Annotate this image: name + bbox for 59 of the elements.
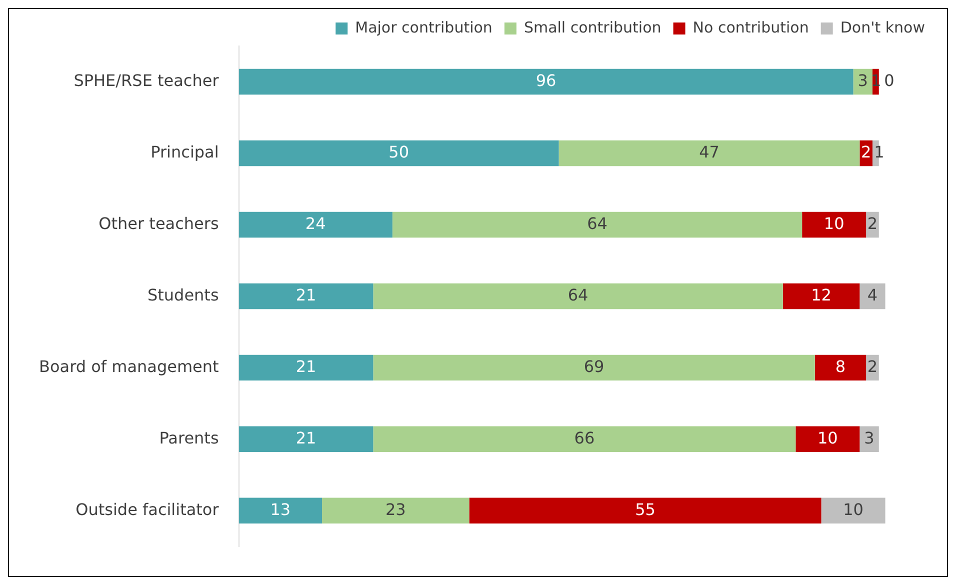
- bar: [322, 498, 470, 524]
- data-label: 13: [270, 500, 291, 519]
- data-label: 4: [867, 285, 878, 304]
- bar: [796, 426, 860, 452]
- data-label: 50: [388, 142, 409, 162]
- bar: [238, 426, 374, 452]
- bar: [392, 212, 802, 238]
- data-label: 0: [884, 70, 894, 90]
- data-label: 55: [635, 500, 656, 519]
- y-tick-label: SPHE/RSE teacher: [74, 70, 220, 90]
- bar: [238, 283, 374, 310]
- bar: [238, 498, 322, 524]
- data-label: 21: [296, 428, 316, 448]
- data-label: 47: [699, 142, 720, 162]
- data-label: 10: [817, 428, 838, 448]
- y-tick-label: Parents: [159, 428, 219, 448]
- y-tick-label: Students: [147, 285, 219, 304]
- bar: [860, 283, 886, 310]
- bar: [802, 212, 866, 238]
- bar: [238, 140, 559, 166]
- data-label: 1: [874, 142, 884, 162]
- bar: [782, 283, 860, 310]
- data-label: 10: [843, 500, 864, 519]
- data-label: 69: [584, 356, 604, 376]
- bar: [373, 426, 796, 452]
- data-label: 3: [858, 70, 868, 90]
- data-label: 3: [864, 428, 874, 448]
- data-label: 2: [867, 356, 878, 376]
- bar: [558, 140, 860, 166]
- data-label: 24: [305, 214, 326, 233]
- data-label: 10: [824, 214, 844, 233]
- y-tick-label: Board of management: [39, 356, 219, 376]
- bar: [469, 498, 822, 524]
- legend-label: Small contribution: [524, 18, 662, 36]
- bar: [238, 354, 374, 381]
- data-label: 2: [867, 214, 878, 233]
- data-label: 64: [587, 214, 608, 233]
- bar: [821, 498, 886, 524]
- data-label: 96: [536, 70, 556, 90]
- bar: [373, 283, 783, 310]
- data-label: 12: [811, 285, 832, 304]
- bar: [238, 212, 392, 238]
- y-tick-label: Other teachers: [98, 214, 219, 233]
- bar: [373, 354, 815, 381]
- data-label: 66: [574, 428, 595, 448]
- legend-label: Major contribution: [355, 18, 492, 36]
- legend-label: Don't know: [840, 18, 926, 36]
- bar: [860, 426, 879, 452]
- y-tick-label: Principal: [150, 142, 219, 162]
- data-label: 23: [385, 500, 406, 519]
- data-label: 21: [296, 356, 316, 376]
- data-label: 8: [835, 356, 846, 376]
- bar: [814, 354, 866, 381]
- data-label: 64: [568, 285, 588, 304]
- data-label: 2: [860, 142, 872, 162]
- y-tick-label: Outside facilitator: [76, 500, 220, 519]
- data-label: 21: [296, 285, 316, 304]
- bar: [238, 68, 854, 95]
- legend-label: No contribution: [692, 18, 809, 36]
